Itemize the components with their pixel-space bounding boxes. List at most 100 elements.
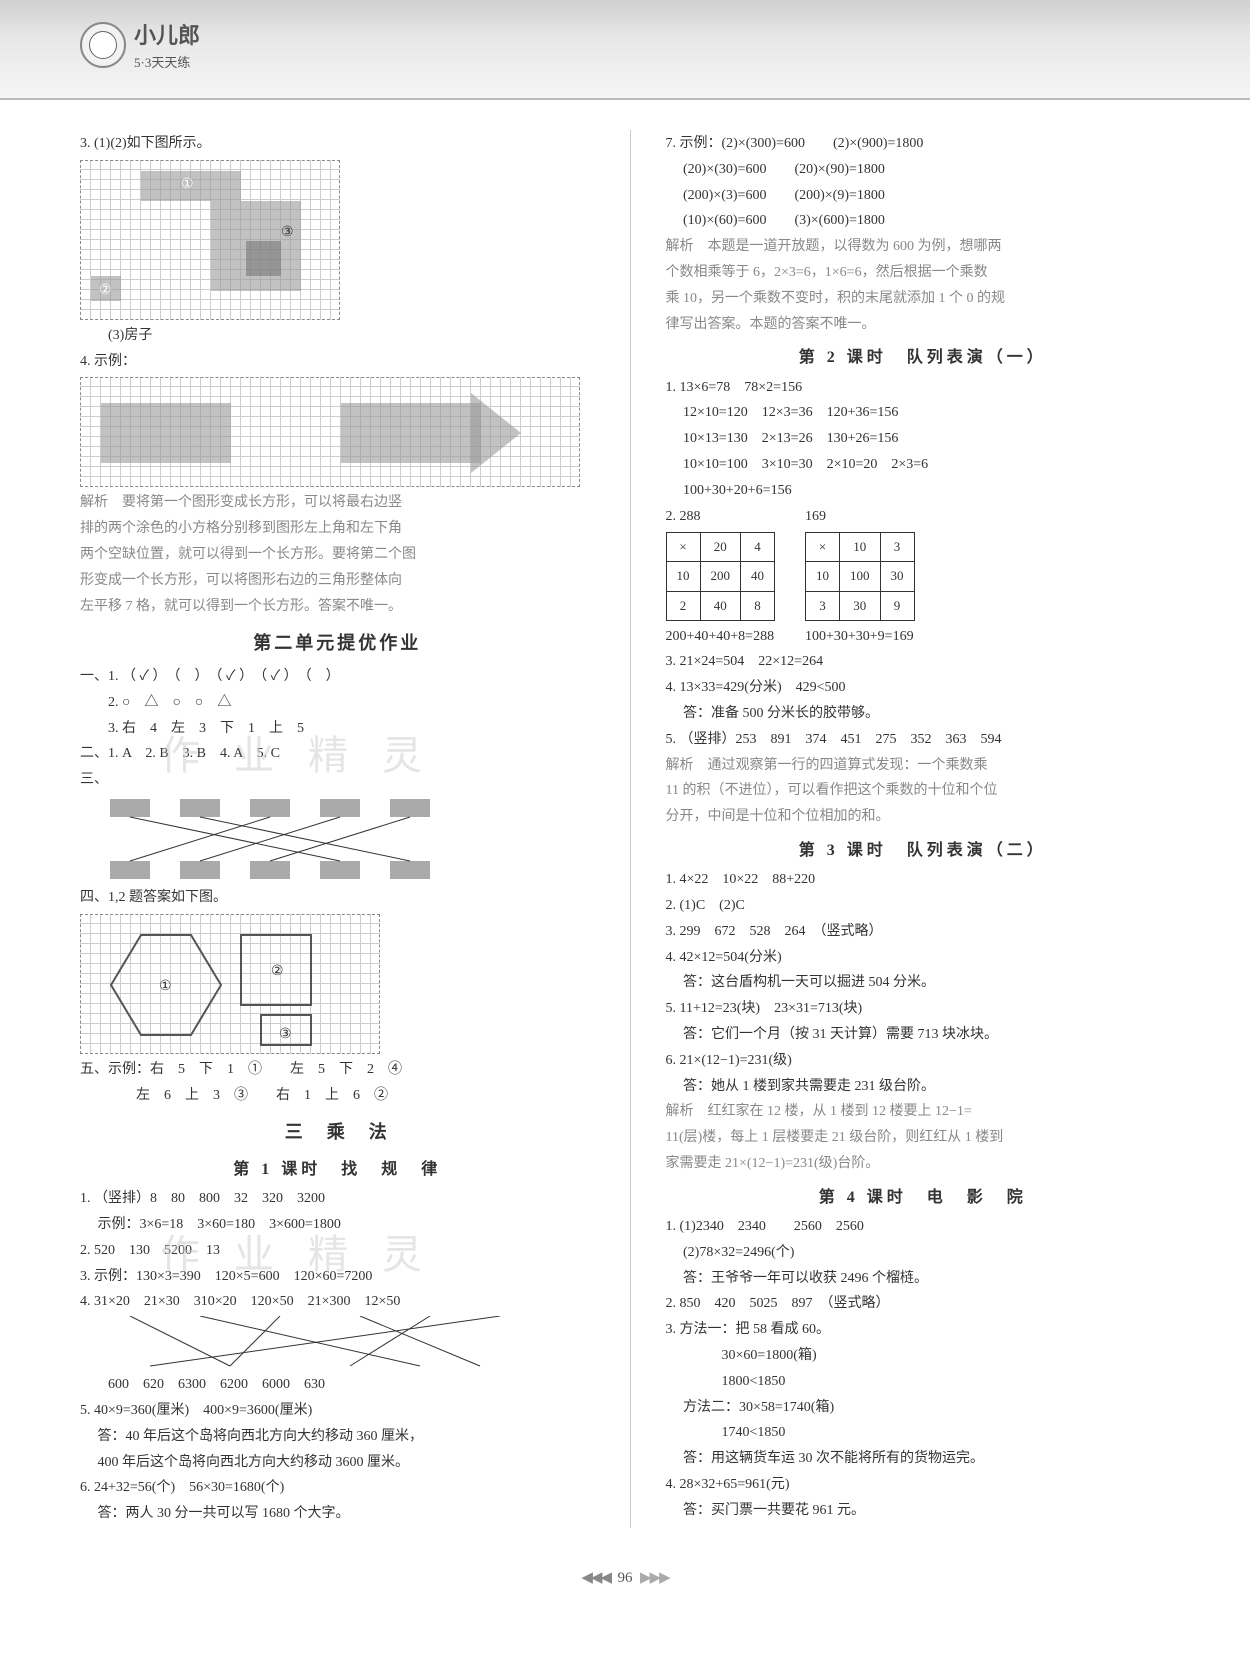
cell: 40 xyxy=(741,562,775,591)
s4-4b: 答：买门票一共要花 961 元。 xyxy=(666,1499,1181,1523)
brand-name: 小儿郎 xyxy=(134,18,200,50)
s4-3e: 1740<1850 xyxy=(666,1421,1181,1445)
u2-5b: 左 6 上 3 ③ 右 1 上 6 ② xyxy=(80,1084,595,1108)
cross-svg-1 xyxy=(100,794,460,884)
sec2-title: 第 2 课时 队列表演（一） xyxy=(666,344,1181,371)
cell: 9 xyxy=(880,591,914,620)
table-row: 1020040 xyxy=(666,562,775,591)
s1-7d: (10)×(60)=600 (3)×(600)=1800 xyxy=(666,209,1181,233)
s1-1: 1. （竖排）8 80 800 32 320 3200 xyxy=(80,1187,595,1211)
cell: 8 xyxy=(741,591,775,620)
cell: × xyxy=(666,533,700,562)
u2-3: 三、 xyxy=(80,768,595,792)
s3-2: 2. (1)C (2)C xyxy=(666,894,1181,918)
cell: 200 xyxy=(700,562,741,591)
s1-2: 2. 520 130 5200 13 xyxy=(80,1239,595,1263)
cell: 100 xyxy=(840,562,881,591)
s1-1b: 示例：3×6=18 3×60=180 3×600=1800 xyxy=(80,1213,595,1237)
s2-1a: 1. 13×6=78 78×2=156 xyxy=(666,376,1181,400)
shape-rect-1 xyxy=(101,403,231,463)
s3-3: 3. 299 672 528 264 （竖式略） xyxy=(666,920,1181,944)
left-column: 3. (1)(2)如下图所示。 ① ② ③ (3)房子 4. 示例： 解析 要将… xyxy=(80,130,595,1528)
t2-sum: 100+30+30+9=169 xyxy=(805,625,915,649)
s4-4a: 4. 28×32+65=961(元) xyxy=(666,1473,1181,1497)
s4-1b: (2)78×32=2496(个) xyxy=(666,1241,1181,1265)
s4-2: 2. 850 420 5025 897 （竖式略） xyxy=(666,1292,1181,1316)
table-2: ×103 1010030 3309 xyxy=(805,532,915,620)
u2-5: 五、示例：右 5 下 1 ① 左 5 下 2 ④ xyxy=(80,1058,595,1082)
s3-4a: 4. 42×12=504(分米) xyxy=(666,946,1181,970)
s1-6a: 答：两人 30 分一共可以写 1680 个大字。 xyxy=(80,1502,595,1526)
cell: 30 xyxy=(840,591,881,620)
table-2-wrap: 169 ×103 1010030 3309 100+30+30+9=169 xyxy=(805,505,915,649)
page-footer: ◀◀◀ 96 ▶▶▶ xyxy=(0,1568,1250,1587)
table-row: 2408 xyxy=(666,591,775,620)
s4-3a: 3. 方法一：把 58 看成 60。 xyxy=(666,1318,1181,1342)
column-divider xyxy=(630,130,631,1528)
shape-arrow-head xyxy=(471,378,551,488)
s2-1e: 100+30+20+6=156 xyxy=(666,479,1181,503)
cell: × xyxy=(806,533,840,562)
cross-match-2 xyxy=(100,1316,595,1371)
s2-4a: 4. 13×33=429(分米) 429<500 xyxy=(666,676,1181,700)
q4-exp-l5: 左平移 7 格，就可以得到一个长方形。答案不唯一。 xyxy=(80,595,595,619)
d3-label-2: ② xyxy=(271,960,284,984)
diagram-q4: ① ② ③ xyxy=(80,914,380,1054)
s1-7c: (200)×(3)=600 (200)×(9)=1800 xyxy=(666,184,1181,208)
unit3-title: 三 乘 法 xyxy=(80,1117,595,1148)
s2-1c: 10×13=130 2×13=26 130+26=156 xyxy=(666,427,1181,451)
s4-3d: 方法二：30×58=1740(箱) xyxy=(666,1396,1181,1420)
u2-1-1: 一、1. （ ✓ ） （ ） （ ✓ ） （ ✓ ） （ ） xyxy=(80,665,595,689)
header-band: 小儿郎 5·3天天练 xyxy=(0,0,1250,100)
table-row: ×103 xyxy=(806,533,915,562)
sec3-title: 第 3 课时 队列表演（二） xyxy=(666,837,1181,864)
right-column: 7. 示例：(2)×(300)=600 (2)×(900)=1800 (20)×… xyxy=(666,130,1181,1528)
cell: 20 xyxy=(700,533,741,562)
s2-5e2: 11 的积（不进位），可以看作把这个乘数的十位和个位 xyxy=(666,779,1181,803)
u2-1-3: 3. 右 4 左 3 下 1 上 5 xyxy=(80,717,595,741)
s1-7a: 7. 示例：(2)×(300)=600 (2)×(900)=1800 xyxy=(666,132,1181,156)
cell: 3 xyxy=(880,533,914,562)
q4-exp-l4: 形变成一个长方形，可以将图形右边的三角形整体向 xyxy=(80,569,595,593)
cell: 10 xyxy=(806,562,840,591)
cell: 2 xyxy=(666,591,700,620)
circle-label-1: ① xyxy=(181,173,194,197)
q3-intro: 3. (1)(2)如下图所示。 xyxy=(80,132,595,156)
s1-7e4: 律写出答案。本题的答案不唯一。 xyxy=(666,313,1181,337)
table-1-wrap: 2. 288 ×204 1020040 2408 200+40+40+8=288 xyxy=(666,505,776,649)
s4-3c: 1800<1850 xyxy=(666,1370,1181,1394)
u2-2: 二、1. A 2. B 3. B 4. A 5. C xyxy=(80,742,595,766)
logo-icon xyxy=(80,22,126,68)
table-pair: 2. 288 ×204 1020040 2408 200+40+40+8=288… xyxy=(666,505,1181,649)
s3-6e2: 11(层)楼，每上 1 层楼要走 21 级台阶，则红红从 1 楼到 xyxy=(666,1126,1181,1150)
s1-7e3: 乘 10，另一个乘数不变时，积的末尾就添加 1 个 0 的规 xyxy=(666,287,1181,311)
cell: 10 xyxy=(840,533,881,562)
cross-svg-2 xyxy=(100,1316,520,1371)
shape-arrow-body xyxy=(341,403,481,463)
s3-6e1: 解析 红红家在 12 楼，从 1 楼到 12 楼要上 12−1= xyxy=(666,1100,1181,1124)
s3-5a: 5. 11+12=23(块) 23×31=713(块) xyxy=(666,997,1181,1021)
s1-4-vals: 600 620 6300 6200 6000 630 xyxy=(80,1373,595,1397)
u2-1-2: 2. ○ △ ○ ○ △ xyxy=(80,691,595,715)
sec1-title: 第 1 课时 找 规 律 xyxy=(80,1156,595,1183)
table-row: ×204 xyxy=(666,533,775,562)
q4-intro: 4. 示例： xyxy=(80,350,595,374)
u2-4: 四、1,2 题答案如下图。 xyxy=(80,886,595,910)
s1-5: 5. 40×9=360(厘米) 400×9=3600(厘米) xyxy=(80,1399,595,1423)
s1-5a: 答：40 年后这个岛将向西北方向大约移动 360 厘米， xyxy=(80,1425,595,1449)
s3-4b: 答：这台盾构机一天可以掘进 504 分米。 xyxy=(666,971,1181,995)
triangle-right-icon: ▶▶▶ xyxy=(640,1570,669,1586)
content-area: 3. (1)(2)如下图所示。 ① ② ③ (3)房子 4. 示例： 解析 要将… xyxy=(0,100,1250,1558)
circle-label-3: ③ xyxy=(281,221,294,245)
s1-7e1: 解析 本题是一道开放题，以得数为 600 为例，想哪两 xyxy=(666,235,1181,259)
s1-5b: 400 年后这个岛将向西北方向大约移动 3600 厘米。 xyxy=(80,1451,595,1475)
circle-label-2: ② xyxy=(99,279,112,303)
s1-6: 6. 24+32=56(个) 56×30=1680(个) xyxy=(80,1476,595,1500)
triangle-left-icon: ◀◀◀ xyxy=(581,1570,610,1586)
diagram-house: ① ② ③ xyxy=(80,160,340,320)
cross-match-diagram xyxy=(100,794,595,884)
s2-5: 5. （竖排）253 891 374 451 275 352 363 594 xyxy=(666,728,1181,752)
s2-4b: 答：准备 500 分米长的胶带够。 xyxy=(666,702,1181,726)
unit2-title: 第二单元提优作业 xyxy=(80,628,595,659)
logo-block: 小儿郎 5·3天天练 xyxy=(80,18,200,71)
